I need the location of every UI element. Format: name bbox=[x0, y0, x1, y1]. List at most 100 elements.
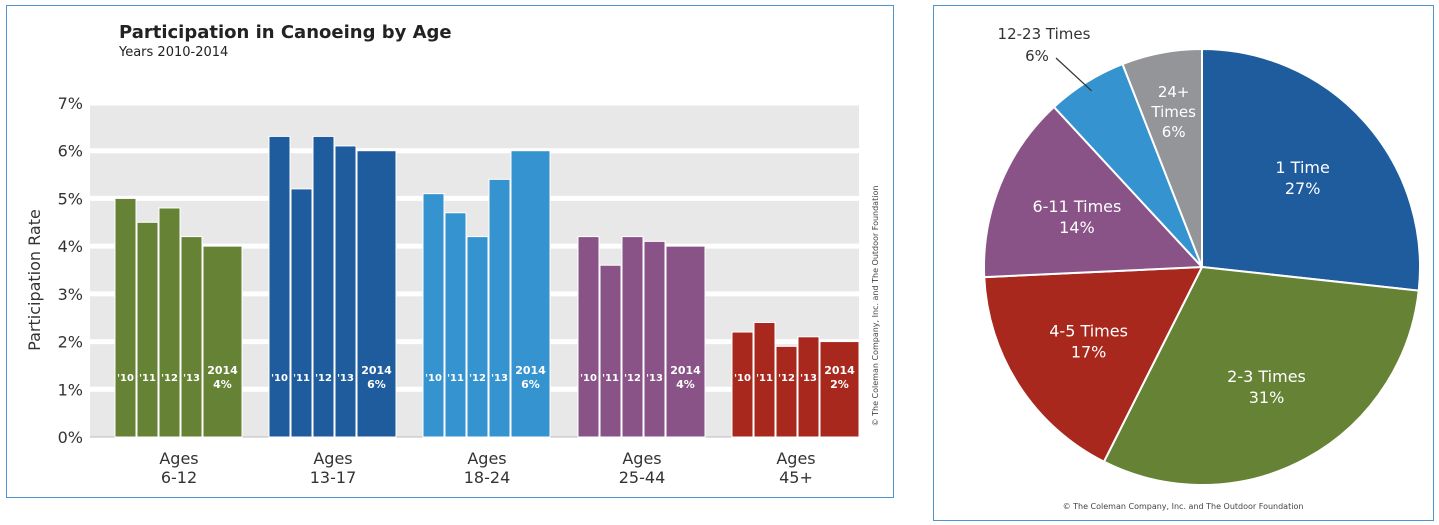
pie-slice bbox=[1102, 265, 1420, 486]
bar-year-label: '13 bbox=[646, 373, 663, 384]
bar bbox=[356, 150, 397, 438]
x-tick-label: 25-44 bbox=[619, 468, 666, 487]
bar-value-label: 6% bbox=[367, 378, 386, 391]
leader-line bbox=[1055, 57, 1092, 92]
bar bbox=[819, 341, 860, 438]
bar bbox=[114, 197, 137, 438]
y-tick-label: 5% bbox=[58, 189, 83, 208]
bar-year-label: '12 bbox=[315, 373, 332, 384]
bar-value-label: 2% bbox=[830, 378, 849, 391]
x-tick-label: Ages bbox=[622, 449, 661, 468]
bar bbox=[180, 236, 203, 438]
x-tick-label: Ages bbox=[159, 449, 198, 468]
y-tick-label: 0% bbox=[58, 428, 83, 447]
x-tick-label: Ages bbox=[467, 449, 506, 468]
bar bbox=[797, 336, 820, 438]
y-tick-label: 2% bbox=[58, 333, 83, 352]
bar-year-label: '13 bbox=[183, 373, 200, 384]
bar-year-label: '13 bbox=[800, 373, 817, 384]
bar bbox=[136, 221, 159, 438]
x-tick-label: 18-24 bbox=[464, 468, 511, 487]
bar-year-label: '12 bbox=[624, 373, 641, 384]
y-tick-label: 1% bbox=[58, 380, 83, 399]
pie-value-label: 6% bbox=[1025, 47, 1049, 65]
bar bbox=[621, 236, 644, 438]
bar bbox=[510, 150, 551, 438]
bar bbox=[202, 245, 243, 438]
bar-year-label: 2014 bbox=[515, 364, 546, 377]
pie-slice bbox=[983, 265, 1204, 464]
bar bbox=[158, 207, 181, 438]
bar-value-label: 4% bbox=[213, 378, 232, 391]
pie-slice bbox=[1121, 47, 1203, 268]
pie-value-label: 17% bbox=[1071, 343, 1107, 362]
bar-chart-panel: Participation in Canoeing by Age Years 2… bbox=[6, 5, 894, 498]
x-tick-label: 13-17 bbox=[310, 468, 357, 487]
bar-year-label: '10 bbox=[580, 373, 597, 384]
pie-label: 12-23 Times bbox=[998, 25, 1091, 43]
pie-label: 6-11 Times bbox=[1032, 197, 1121, 216]
bar bbox=[731, 331, 754, 438]
y-tick-label: 4% bbox=[58, 237, 83, 256]
bar bbox=[312, 135, 335, 438]
bar-value-label: 6% bbox=[521, 378, 540, 391]
pie-slice bbox=[983, 105, 1205, 279]
bar-year-label: '11 bbox=[447, 373, 464, 384]
bar-year-label: '11 bbox=[293, 373, 310, 384]
bar-year-label: '11 bbox=[139, 373, 156, 384]
pie-value-label: 27% bbox=[1285, 179, 1321, 198]
pie-label: 2-3 Times bbox=[1227, 367, 1306, 386]
pie-value-label: 14% bbox=[1059, 218, 1095, 237]
y-tick-label: 7% bbox=[58, 94, 83, 113]
chart-credit: © The Coleman Company, Inc. and The Outd… bbox=[1063, 502, 1304, 511]
bar-year-label: 2014 bbox=[824, 364, 855, 377]
bar-year-label: '12 bbox=[778, 373, 795, 384]
bar-year-label: '13 bbox=[337, 373, 354, 384]
bar-chart: 0% 1% 2% 3% 4% 5% 6% 7% Participation Rate '10 '11… bbox=[25, 94, 880, 487]
bar bbox=[488, 178, 511, 438]
bar bbox=[422, 193, 445, 438]
chart-credit: © The Coleman Company, Inc. and The Outd… bbox=[871, 186, 880, 427]
pie-label: 1 Time bbox=[1275, 158, 1329, 177]
bar-year-label: '11 bbox=[756, 373, 773, 384]
bar-year-label: '10 bbox=[425, 373, 442, 384]
bar bbox=[466, 236, 489, 438]
pie-chart: 1 Time 27% 2-3 Times 31% 4-5 Times 17% 6-11 Ti… bbox=[983, 25, 1421, 511]
bar bbox=[577, 236, 600, 438]
y-tick-label: 3% bbox=[58, 285, 83, 304]
bar-year-label: 2014 bbox=[361, 364, 392, 377]
x-tick-label: Ages bbox=[776, 449, 815, 468]
pie-slice bbox=[1201, 47, 1421, 292]
bar-year-label: '11 bbox=[602, 373, 619, 384]
pie-label: Times bbox=[1150, 103, 1196, 121]
pie-label: 24+ bbox=[1158, 83, 1190, 101]
x-tick-label: 6-12 bbox=[161, 468, 197, 487]
bar bbox=[753, 321, 776, 438]
bar bbox=[290, 188, 313, 438]
pie-value-label: 6% bbox=[1162, 123, 1186, 141]
bar-year-label: '12 bbox=[469, 373, 486, 384]
bar-year-label: '13 bbox=[491, 373, 508, 384]
pie-label: 4-5 Times bbox=[1049, 322, 1128, 341]
pie-chart-panel: 1 Time 27% 2-3 Times 31% 4-5 Times 17% 6-11 Ti… bbox=[933, 5, 1434, 521]
chart-subtitle: Years 2010-2014 bbox=[119, 45, 229, 60]
bar-year-label: 2014 bbox=[670, 364, 701, 377]
pie-value-label: 31% bbox=[1249, 388, 1285, 407]
bar-year-label: '10 bbox=[271, 373, 288, 384]
bar bbox=[643, 240, 666, 438]
bar bbox=[268, 135, 291, 438]
y-tick-label: 6% bbox=[58, 142, 83, 161]
bar bbox=[599, 264, 622, 438]
x-tick-label: 45+ bbox=[779, 468, 813, 487]
bar bbox=[775, 345, 798, 438]
bar-value-label: 4% bbox=[676, 378, 695, 391]
bar-year-label: '12 bbox=[161, 373, 178, 384]
bar-year-label: 2014 bbox=[207, 364, 238, 377]
x-tick-label: Ages bbox=[313, 449, 352, 468]
y-axis-label: Participation Rate bbox=[25, 209, 44, 351]
